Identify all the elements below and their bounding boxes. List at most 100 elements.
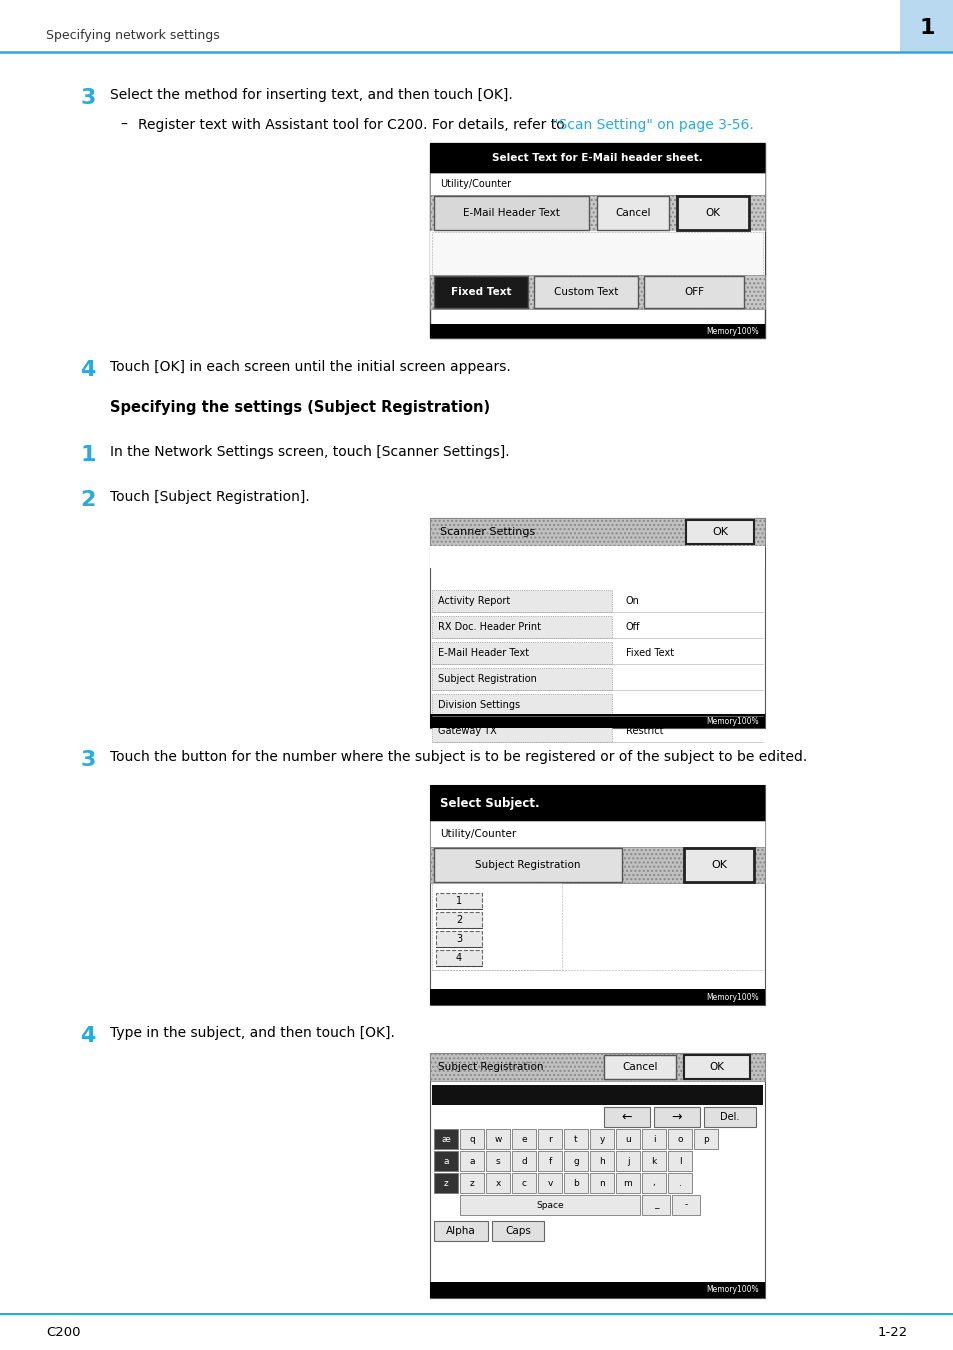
Bar bbox=[603, 1054, 676, 1079]
Bar bbox=[459, 1129, 483, 1149]
Text: 4: 4 bbox=[80, 1026, 95, 1046]
Bar bbox=[537, 1173, 561, 1193]
Text: OK: OK bbox=[711, 526, 727, 537]
Text: 3: 3 bbox=[456, 934, 461, 944]
Text: e: e bbox=[520, 1134, 526, 1143]
Text: Utility/Counter: Utility/Counter bbox=[439, 829, 516, 838]
Bar bbox=[430, 324, 764, 338]
Bar bbox=[430, 518, 764, 728]
Bar bbox=[434, 196, 588, 230]
Bar bbox=[430, 1282, 764, 1297]
Text: Select Subject.: Select Subject. bbox=[439, 796, 539, 810]
Text: Specifying the settings (Subject Registration): Specifying the settings (Subject Registr… bbox=[110, 400, 490, 414]
Text: Utility/Counter: Utility/Counter bbox=[439, 180, 511, 189]
Text: Subject Registration: Subject Registration bbox=[437, 674, 537, 684]
Text: o: o bbox=[677, 1134, 682, 1143]
Text: z: z bbox=[443, 1179, 448, 1188]
Text: Del.: Del. bbox=[720, 1112, 739, 1122]
Bar bbox=[432, 668, 612, 690]
Bar bbox=[432, 694, 612, 716]
Bar bbox=[436, 913, 481, 927]
Bar bbox=[683, 848, 753, 882]
Text: x: x bbox=[495, 1179, 500, 1188]
Text: OK: OK bbox=[709, 1062, 723, 1072]
Text: In the Network Settings screen, touch [Scanner Settings].: In the Network Settings screen, touch [S… bbox=[110, 446, 509, 459]
Bar bbox=[537, 1129, 561, 1149]
Text: Custom Text: Custom Text bbox=[554, 288, 618, 297]
Bar bbox=[434, 1173, 457, 1193]
Text: .: . bbox=[678, 1179, 680, 1188]
Bar bbox=[432, 232, 762, 284]
Bar bbox=[430, 275, 764, 309]
Bar bbox=[667, 1129, 691, 1149]
Bar bbox=[459, 1173, 483, 1193]
Bar bbox=[537, 1152, 561, 1170]
Bar bbox=[492, 1220, 543, 1241]
Text: 2: 2 bbox=[456, 915, 461, 925]
Bar bbox=[430, 990, 764, 1004]
Text: ←: ← bbox=[621, 1111, 632, 1123]
Bar bbox=[432, 1085, 762, 1106]
Bar bbox=[534, 275, 638, 308]
Text: i: i bbox=[652, 1134, 655, 1143]
Text: Select the method for inserting text, and then touch [OK].: Select the method for inserting text, an… bbox=[110, 88, 512, 103]
Bar bbox=[671, 1195, 700, 1215]
Text: u: u bbox=[624, 1134, 630, 1143]
Text: 4: 4 bbox=[456, 953, 461, 963]
Bar bbox=[436, 950, 481, 967]
Bar bbox=[459, 1195, 639, 1215]
Bar bbox=[430, 143, 764, 338]
Text: Activity Report: Activity Report bbox=[437, 595, 510, 606]
Text: Memory100%: Memory100% bbox=[705, 327, 759, 336]
Text: Touch [OK] in each screen until the initial screen appears.: Touch [OK] in each screen until the init… bbox=[110, 360, 510, 374]
Bar bbox=[434, 1220, 488, 1241]
Text: On: On bbox=[625, 595, 639, 606]
Bar bbox=[430, 194, 764, 231]
Text: Memory100%: Memory100% bbox=[705, 717, 759, 725]
Text: j: j bbox=[626, 1157, 629, 1165]
Text: d: d bbox=[520, 1157, 526, 1165]
Bar bbox=[589, 1173, 614, 1193]
Bar bbox=[432, 616, 612, 639]
Text: -: - bbox=[683, 1200, 687, 1210]
Text: Fixed Text: Fixed Text bbox=[450, 288, 511, 297]
Text: Specifying network settings: Specifying network settings bbox=[46, 30, 219, 42]
Bar bbox=[430, 1053, 764, 1081]
Bar bbox=[434, 848, 621, 882]
Text: E-Mail Header Text: E-Mail Header Text bbox=[437, 648, 529, 657]
Bar bbox=[641, 1173, 665, 1193]
Bar bbox=[430, 784, 764, 1004]
Text: w: w bbox=[494, 1134, 501, 1143]
Text: y: y bbox=[598, 1134, 604, 1143]
Bar bbox=[430, 173, 764, 194]
Bar bbox=[603, 1107, 649, 1127]
Bar bbox=[459, 1152, 483, 1170]
Text: n: n bbox=[598, 1179, 604, 1188]
Bar bbox=[654, 1107, 700, 1127]
Text: f: f bbox=[548, 1157, 551, 1165]
Text: ,: , bbox=[652, 1179, 655, 1188]
Bar bbox=[641, 1195, 669, 1215]
Bar bbox=[899, 0, 953, 53]
Bar bbox=[616, 1129, 639, 1149]
Text: Restrict: Restrict bbox=[625, 726, 662, 736]
Text: p: p bbox=[702, 1134, 708, 1143]
Text: m: m bbox=[623, 1179, 632, 1188]
Text: 3: 3 bbox=[80, 88, 95, 108]
Bar bbox=[485, 1152, 510, 1170]
Text: C200: C200 bbox=[46, 1326, 80, 1338]
Bar bbox=[616, 1173, 639, 1193]
Text: 1: 1 bbox=[456, 896, 461, 906]
Text: a: a bbox=[469, 1157, 475, 1165]
Bar bbox=[512, 1129, 536, 1149]
Bar bbox=[430, 231, 764, 284]
Bar bbox=[563, 1152, 587, 1170]
Bar bbox=[432, 720, 612, 743]
Bar bbox=[434, 1129, 457, 1149]
Text: –: – bbox=[120, 117, 127, 132]
Text: 1: 1 bbox=[919, 18, 934, 38]
Bar bbox=[667, 1152, 691, 1170]
Text: Subject Registration: Subject Registration bbox=[475, 860, 580, 869]
Bar bbox=[589, 1129, 614, 1149]
Text: Touch the button for the number where the subject is to be registered or of the : Touch the button for the number where th… bbox=[110, 751, 806, 764]
